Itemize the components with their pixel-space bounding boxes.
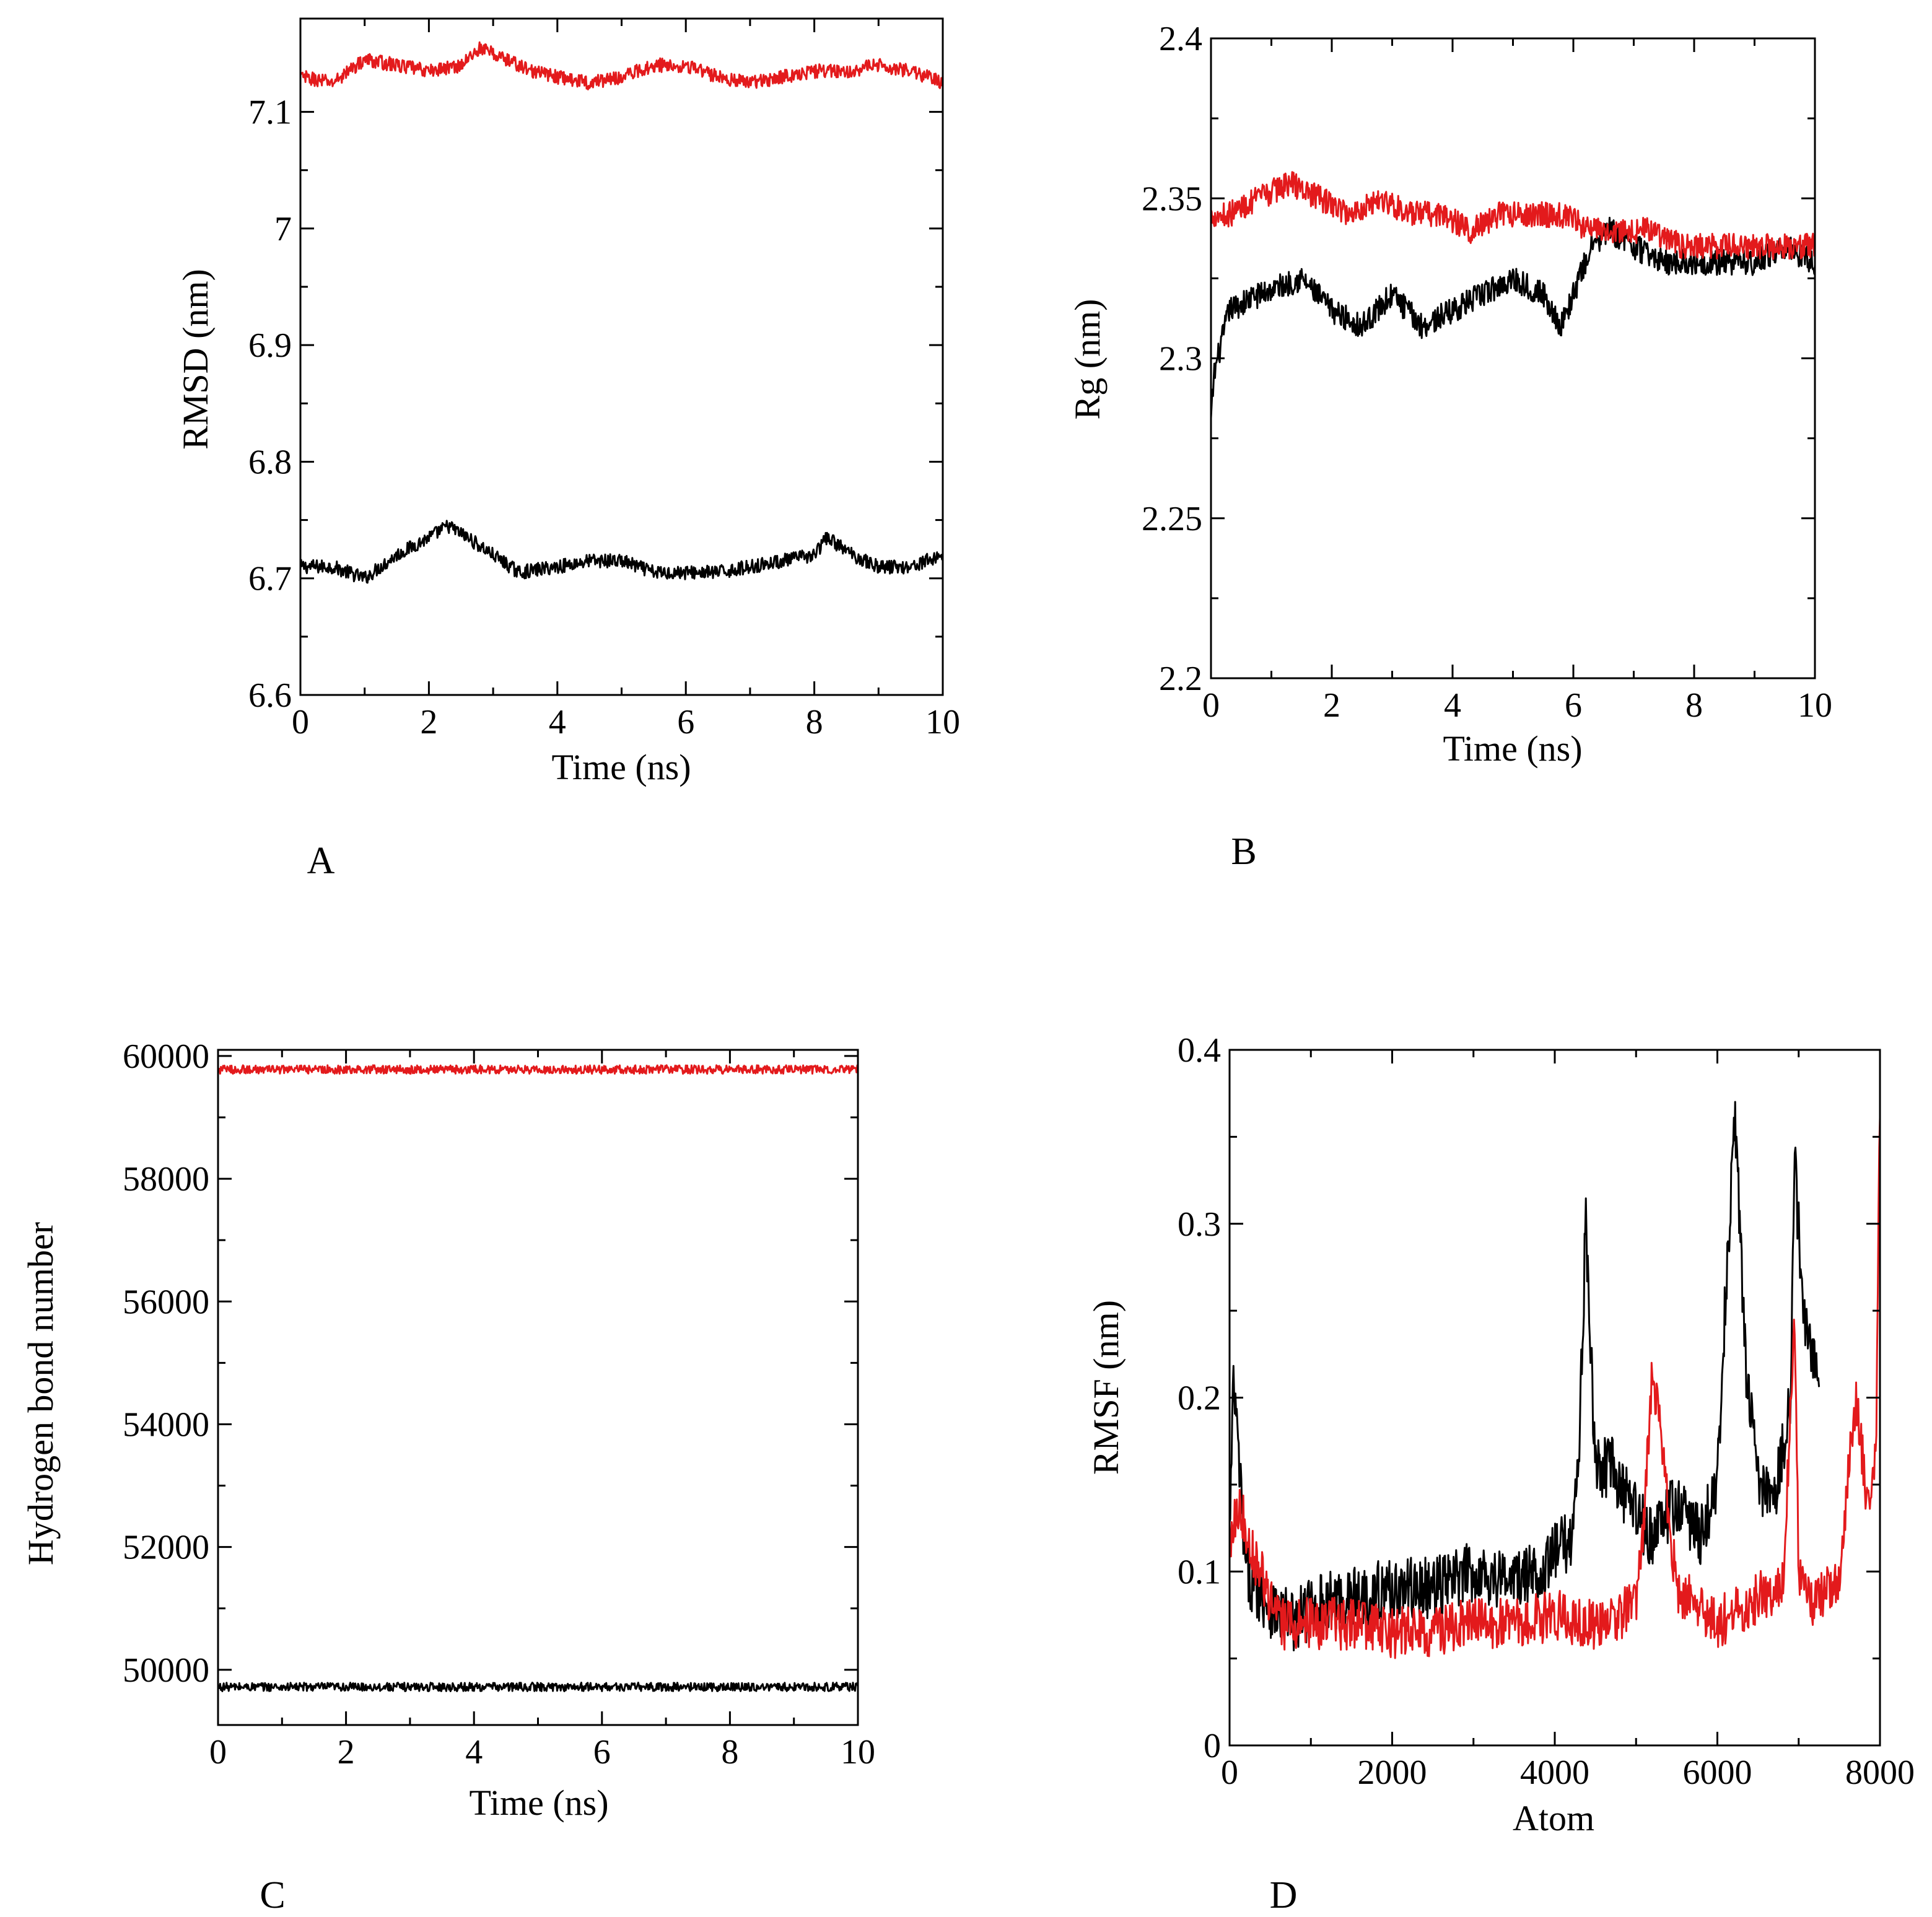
panel-d-y-tick-label: 0.2 (1178, 1379, 1221, 1418)
panel-c-x-tick-label: 0 (209, 1733, 227, 1771)
panel-c-y-tick-label: 50000 (123, 1651, 209, 1690)
panel-a-y-tick-label: 6.7 (248, 560, 292, 598)
panel-a-y-tick-label: 7 (274, 210, 292, 248)
panel-a-x-tick-label: 8 (806, 703, 823, 741)
panel-b-y-axis-label: Rg (nm) (1067, 299, 1108, 420)
panel-b-series-black (1211, 217, 1815, 419)
panel-d: 0 2000 4000 6000 8000 0 0.1 0.2 0.3 0.4 Atom RMSF… (1086, 1031, 1915, 1916)
panel-a-y-tick-label: 6.8 (248, 443, 292, 481)
panel-a-label: A (307, 840, 335, 882)
panel-a-y-tick-label: 6.6 (248, 676, 292, 715)
panel-d-x-tick-label: 8000 (1845, 1753, 1915, 1792)
panel-c-x-axis-label: Time (ns) (469, 1783, 608, 1823)
panel-d-y-tick-label: 0 (1204, 1727, 1221, 1765)
panel-a-series-black (300, 520, 943, 584)
panel-a-x-tick-label: 6 (677, 703, 694, 741)
panel-c: 0 2 4 6 8 10 50000 52000 54000 56000 58000 60000 Ti… (20, 1037, 875, 1916)
panel-b-x-tick-label: 4 (1444, 686, 1461, 725)
panel-b: 0 2 4 6 8 10 2.2 2.25 2.3 2.35 2.4 Time (ns) Rg (n… (1067, 20, 1832, 873)
panel-c-y-tick-label: 56000 (123, 1283, 209, 1321)
panel-b-series-red (1211, 171, 1815, 260)
panel-c-y-tick-label: 58000 (123, 1160, 209, 1199)
panel-a-x-tick-label: 0 (292, 703, 309, 741)
panel-c-series-black (218, 1682, 858, 1692)
panel-b-y-tick-label: 2.2 (1159, 660, 1202, 698)
panel-c-y-axis-label: Hydrogen bond number (20, 1222, 61, 1565)
panel-b-y-tick-label: 2.3 (1159, 340, 1202, 378)
panel-d-y-tick-label: 0.1 (1178, 1553, 1221, 1591)
panel-d-y-tick-label: 0.3 (1178, 1205, 1221, 1244)
panel-d-series-black (1230, 1101, 1821, 1652)
panel-a-x-tick-label: 10 (925, 703, 960, 741)
panel-a: 0 2 4 6 8 10 6.6 6.7 6.8 6.9 7 7.1 Time (ns) RMSD (… (175, 17, 960, 882)
panel-d-x-axis-label: Atom (1513, 1798, 1594, 1838)
panel-b-x-tick-label: 10 (1798, 686, 1832, 725)
panel-a-series-red (300, 41, 943, 90)
panel-c-x-tick-label: 4 (465, 1733, 483, 1771)
panel-c-plot: 0 2 4 6 8 10 50000 52000 54000 56000 58000 60000 (123, 1037, 875, 1771)
panel-a-y-tick-label: 6.9 (248, 326, 292, 365)
panel-b-x-tick-label: 8 (1685, 686, 1703, 725)
panel-a-y-axis-label: RMSD (nm) (175, 269, 216, 450)
panel-a-x-tick-label: 4 (549, 703, 566, 741)
panel-a-x-tick-label: 2 (420, 703, 437, 741)
panel-b-x-tick-label: 2 (1323, 686, 1340, 725)
panel-b-x-tick-label: 0 (1202, 686, 1220, 725)
panel-c-y-tick-label: 52000 (123, 1529, 209, 1567)
panel-a-y-tick-label: 7.1 (248, 94, 292, 132)
panel-c-x-tick-label: 2 (338, 1733, 355, 1771)
panel-a-x-axis-label: Time (ns) (551, 747, 691, 787)
panel-d-y-tick-label: 0.4 (1178, 1031, 1221, 1070)
panel-c-x-tick-label: 6 (593, 1733, 611, 1771)
panel-b-y-tick-label: 2.25 (1142, 500, 1202, 538)
panel-d-x-tick-label: 0 (1221, 1753, 1238, 1792)
panel-d-plot: 0 2000 4000 6000 8000 0 0.1 0.2 0.3 0.4 (1178, 1031, 1915, 1792)
panel-b-plot: 0 2 4 6 8 10 2.2 2.25 2.3 2.35 2.4 (1142, 20, 1832, 725)
panel-b-x-axis-label: Time (ns) (1443, 728, 1582, 769)
panel-b-y-tick-label: 2.35 (1142, 180, 1202, 218)
panel-b-label: B (1231, 831, 1256, 873)
panel-d-y-axis-label: RMSF (nm) (1086, 1300, 1126, 1475)
panel-c-x-tick-label: 10 (841, 1733, 875, 1771)
panel-c-x-tick-label: 8 (721, 1733, 738, 1771)
panel-c-series-red (218, 1064, 858, 1075)
panel-d-x-tick-label: 2000 (1358, 1753, 1427, 1792)
panel-d-x-tick-label: 4000 (1520, 1753, 1589, 1792)
panel-c-y-tick-label: 54000 (123, 1405, 209, 1444)
panel-c-label: C (260, 1874, 285, 1916)
panel-c-y-tick-label: 60000 (123, 1037, 209, 1076)
panel-b-y-tick-label: 2.4 (1159, 20, 1202, 58)
panel-a-plot: 0 2 4 6 8 10 6.6 6.7 6.8 6.9 7 7.1 (248, 17, 960, 741)
panel-d-series-red (1230, 1117, 1880, 1659)
panel-d-x-tick-label: 6000 (1683, 1753, 1752, 1792)
panel-d-label: D (1270, 1874, 1298, 1916)
panel-b-x-tick-label: 6 (1565, 686, 1582, 725)
